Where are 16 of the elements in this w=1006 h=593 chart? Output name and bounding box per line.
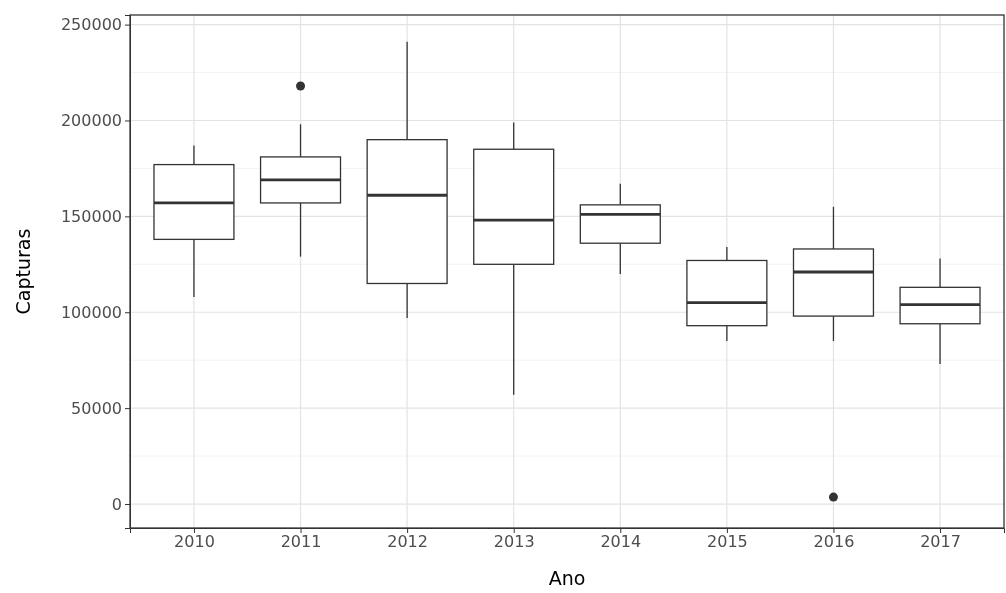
y-tick-label: 100000 — [60, 302, 122, 322]
x-tick-label: 2015 — [707, 532, 748, 552]
y-tick-label: 150000 — [60, 206, 122, 226]
x-tick-label: 2013 — [493, 532, 535, 552]
x-axis-title: Ano — [548, 567, 586, 589]
y-axis-title: Capturas — [12, 228, 34, 315]
x-tick-label: 2014 — [600, 532, 642, 552]
y-tick-label: 200000 — [60, 111, 122, 131]
y-tick-label: 0 — [111, 494, 122, 514]
x-tick-label: 2017 — [920, 532, 961, 552]
x-tick-label: 2010 — [174, 532, 215, 552]
y-tick-label: 50000 — [71, 398, 122, 418]
x-tick-label: 2011 — [280, 532, 322, 552]
x-tick-label: 2016 — [813, 532, 855, 552]
x-tick-label: 2012 — [387, 532, 428, 552]
y-tick-label: 250000 — [60, 15, 122, 35]
